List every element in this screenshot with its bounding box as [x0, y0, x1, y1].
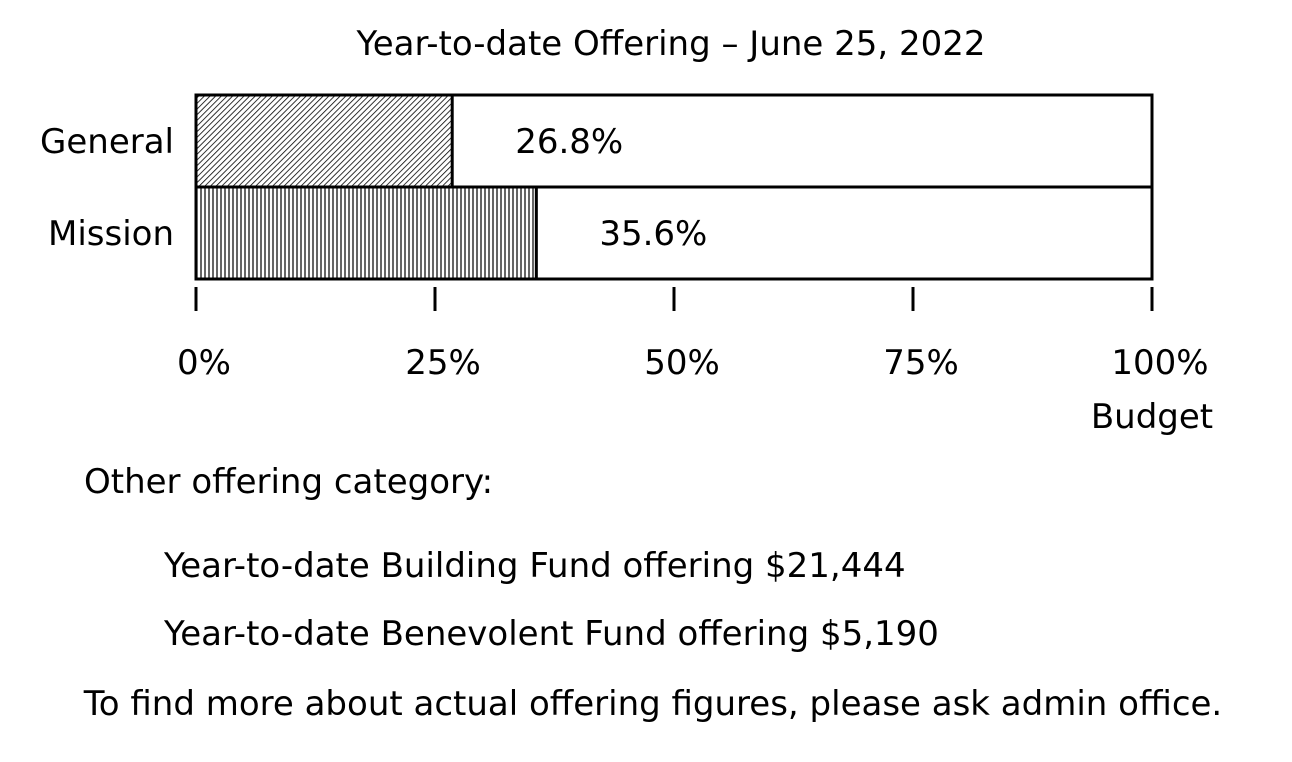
value-label-mission: 35.6%: [599, 214, 707, 254]
bar-mission: [194, 185, 538, 281]
category-label-general: General: [40, 122, 174, 162]
building-fund-note: Year-to-date Building Fund offering $21,…: [164, 546, 906, 586]
x-tick-label: 75%: [883, 343, 959, 383]
x-axis-label: Budget: [1091, 397, 1213, 437]
x-tick-label: 25%: [405, 343, 481, 383]
other-category-heading: Other offering category:: [84, 462, 494, 502]
value-label-general: 26.8%: [515, 122, 623, 162]
chart-title: Year-to-date Offering – June 25, 2022: [356, 24, 986, 64]
benevolent-fund-note: Year-to-date Benevolent Fund offering $5…: [164, 614, 939, 654]
x-tick-label: 50%: [644, 343, 720, 383]
bar-general: [194, 93, 454, 189]
footnote: To find more about actual offering figur…: [83, 684, 1223, 724]
x-tick-label: 100%: [1111, 343, 1208, 383]
x-tick-label: 0%: [177, 343, 231, 383]
category-label-mission: Mission: [48, 214, 174, 254]
